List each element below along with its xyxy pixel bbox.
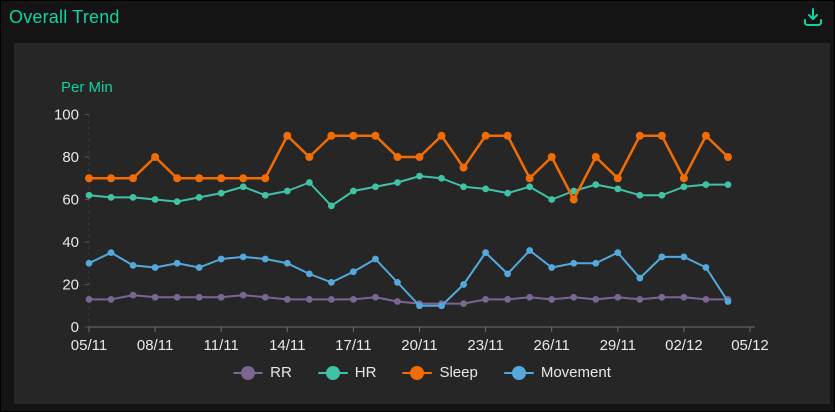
legend-label-movement: Movement xyxy=(540,364,611,381)
svg-text:29/11: 29/11 xyxy=(600,337,636,354)
legend-label-rr: RR xyxy=(270,364,292,381)
legend-label-hr: HR xyxy=(354,364,377,381)
download-icon xyxy=(804,8,822,26)
legend-marker-sleep xyxy=(402,365,433,380)
legend-item-rr[interactable]: RR xyxy=(233,364,292,381)
legend-label-sleep: Sleep xyxy=(439,364,478,381)
svg-text:05/11: 05/11 xyxy=(71,337,107,354)
legend-marker-rr xyxy=(233,365,264,380)
trend-line-chart: 0 20 40 60 80 100 05/11 08/11 11/11 14/11 17/11 20/… xyxy=(54,107,769,355)
svg-text:40: 40 xyxy=(62,234,79,251)
legend-marker-movement xyxy=(503,365,534,380)
svg-text:80: 80 xyxy=(62,149,79,166)
svg-text:0: 0 xyxy=(71,319,79,336)
svg-text:02/12: 02/12 xyxy=(665,337,703,354)
download-button[interactable] xyxy=(798,4,828,32)
svg-text:14/11: 14/11 xyxy=(269,337,305,354)
svg-text:08/11: 08/11 xyxy=(137,337,173,354)
svg-text:60: 60 xyxy=(62,192,79,209)
page-title: Overall Trend xyxy=(9,7,120,27)
svg-text:100: 100 xyxy=(54,107,79,124)
svg-text:17/11: 17/11 xyxy=(335,337,371,354)
y-axis-title: Per Min xyxy=(61,79,113,96)
legend-item-movement[interactable]: Movement xyxy=(503,364,611,381)
legend-marker-hr xyxy=(317,365,348,380)
legend-item-sleep[interactable]: Sleep xyxy=(402,364,478,381)
svg-text:20: 20 xyxy=(62,277,79,294)
svg-text:23/11: 23/11 xyxy=(467,337,503,354)
svg-text:11/11: 11/11 xyxy=(204,337,239,354)
svg-text:20/11: 20/11 xyxy=(401,337,437,354)
svg-text:26/11: 26/11 xyxy=(533,337,569,354)
legend-item-hr[interactable]: HR xyxy=(317,364,377,381)
chart-card: Per Min 0 20 40 60 80 100 05/11 08/11 11/11 14/11… xyxy=(14,43,830,404)
svg-text:05/12: 05/12 xyxy=(731,337,769,354)
chart-legend: RR HR Sleep Movement xyxy=(14,364,830,381)
